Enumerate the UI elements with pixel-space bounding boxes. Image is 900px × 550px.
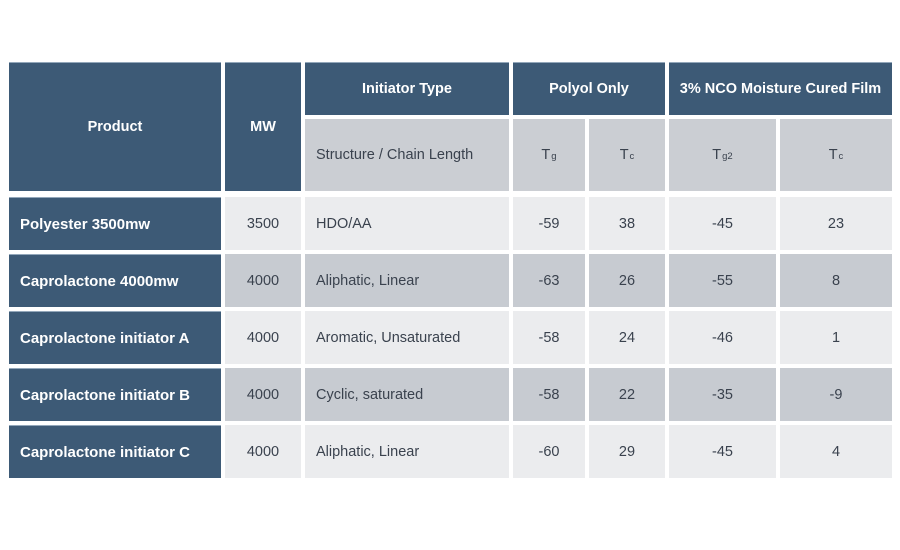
cell-product-row4: Caprolactone initiator B [9,368,221,421]
header-polyol-only: Polyol Only [513,62,665,115]
cell-tc2-row4: -9 [780,368,892,421]
cell-tg-row3: -58 [513,311,585,364]
header-nco-moisture-cured-film: 3% NCO Moisture Cured Film [669,62,892,115]
cell-tc-row3: 24 [589,311,665,364]
cell-product-row5: Caprolactone initiator C [9,425,221,478]
cell-tc-row5: 29 [589,425,665,478]
cell-mw-row2: 4000 [225,254,301,307]
cell-structure-row1: HDO/AA [305,197,509,250]
cell-product-row2: Caprolactone 4000mw [9,254,221,307]
cell-tg2-row3: -46 [669,311,776,364]
header-product: Product [9,62,221,191]
subheader-structure-chain-length: Structure / Chain Length [305,119,509,191]
cell-tg-row1: -59 [513,197,585,250]
cell-tc2-row3: 1 [780,311,892,364]
cell-tg2-row4: -35 [669,368,776,421]
cell-tg-row5: -60 [513,425,585,478]
cell-tc-row1: 38 [589,197,665,250]
cell-mw-row1: 3500 [225,197,301,250]
cell-tg2-row5: -45 [669,425,776,478]
cell-tg-row2: -63 [513,254,585,307]
cell-tc-row4: 22 [589,368,665,421]
cell-mw-row3: 4000 [225,311,301,364]
cell-tg2-row1: -45 [669,197,776,250]
header-mw: MW [225,62,301,191]
cell-tc2-row1: 23 [780,197,892,250]
cell-tc2-row5: 4 [780,425,892,478]
table-body: Polyester 3500mw 3500 HDO/AA -59 38 -45 23 Capr… [9,197,892,478]
cell-structure-row5: Aliphatic, Linear [305,425,509,478]
cell-product-row1: Polyester 3500mw [9,197,221,250]
cell-structure-row4: Cyclic, saturated [305,368,509,421]
cell-tg-row4: -58 [513,368,585,421]
cell-structure-row2: Aliphatic, Linear [305,254,509,307]
cell-mw-row5: 4000 [225,425,301,478]
polyol-properties-table: Product MW Initiator Type Polyol Only 3%… [9,62,892,478]
header-initiator-type: Initiator Type [305,62,509,115]
cell-tg2-row2: -55 [669,254,776,307]
cell-product-row3: Caprolactone initiator A [9,311,221,364]
cell-tc-row2: 26 [589,254,665,307]
cell-tc2-row2: 8 [780,254,892,307]
cell-structure-row3: Aromatic, Unsaturated [305,311,509,364]
table-header: Product MW Initiator Type Polyol Only 3%… [9,62,892,191]
cell-mw-row4: 4000 [225,368,301,421]
